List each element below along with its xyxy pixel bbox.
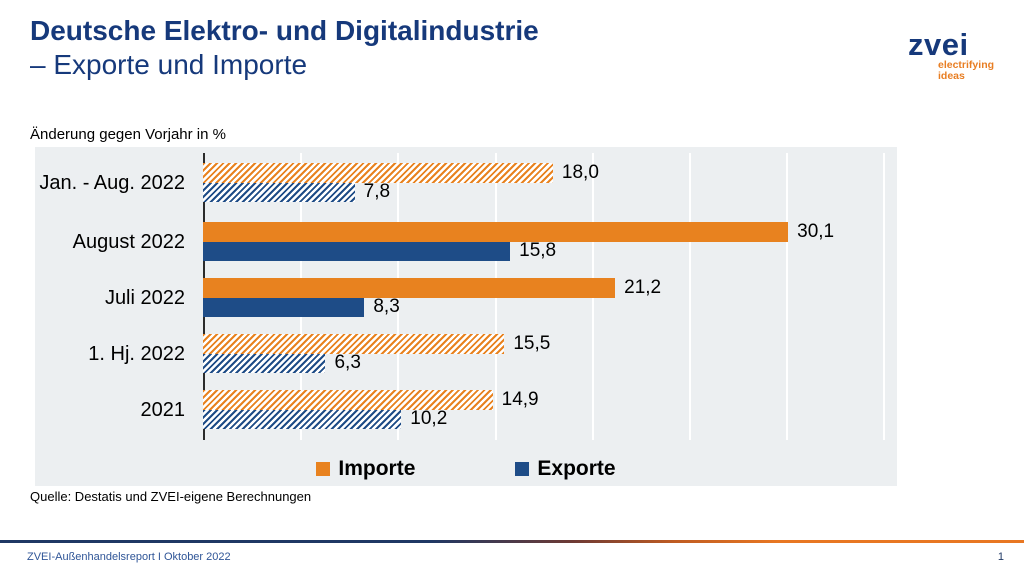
bar-exporte (203, 353, 326, 373)
category-label: 1. Hj. 2022 (88, 342, 185, 365)
bar-value-label: 30,1 (797, 220, 835, 242)
bar-importe (203, 163, 553, 183)
legend-label-exporte: Exporte (537, 457, 616, 480)
bar-value-label: 21,2 (624, 276, 662, 298)
category-label: 2021 (140, 398, 186, 421)
category-label: August 2022 (72, 230, 185, 253)
bar-exporte (203, 409, 402, 429)
legend-item-importe: Importe (316, 457, 415, 481)
bar-value-label: 6,3 (334, 352, 361, 374)
zvei-tagline-line2: ideas (938, 70, 965, 82)
bar-importe (203, 390, 493, 410)
category-label: Jan. - Aug. 2022 (39, 171, 185, 194)
bar-exporte (203, 241, 511, 261)
zvei-tagline-line1: electrifying (938, 59, 995, 71)
source-note: Quelle: Destatis und ZVEI-eigene Berechn… (30, 489, 312, 504)
category-label: Juli 2022 (104, 286, 185, 309)
bar-importe (203, 222, 789, 242)
zvei-logo: zvei electrifying ideas (908, 27, 1008, 82)
legend-label-importe: Importe (338, 457, 416, 480)
gridline-30 (786, 153, 789, 440)
bar-importe (203, 334, 505, 354)
gridline-35 (883, 153, 886, 440)
bar-value-label: 14,9 (501, 388, 539, 410)
bar-value-label: 18,0 (561, 161, 599, 183)
bar-exporte (203, 182, 355, 202)
bar-exporte (203, 297, 365, 317)
bar-value-label: 15,8 (519, 240, 557, 262)
legend-swatch-importe (316, 462, 331, 476)
legend-swatch-exporte (515, 462, 530, 476)
footer-divider-line (0, 540, 1024, 543)
bar-value-label: 15,5 (513, 332, 551, 354)
bar-chart-plot-area: Importe Exporte Jan. - Aug. 2022 18,0 7,8 A… (35, 147, 897, 486)
chart-legend: Importe Exporte (35, 457, 897, 481)
bar-value-label: 7,8 (363, 181, 391, 203)
page-number: 1 (997, 551, 1004, 563)
bar-value-label: 10,2 (410, 408, 448, 430)
slide-title-line2: – Exporte und Importe (30, 49, 308, 80)
zvei-logo-tagline: electrifying ideas (938, 60, 1008, 82)
zvei-logo-wordmark: zvei (908, 27, 969, 62)
footer-report-label: ZVEI-Außenhandelsreport I Oktober 2022 (27, 551, 231, 563)
gridline-25 (689, 153, 691, 440)
bar-importe (203, 278, 616, 298)
bar-value-label: 8,3 (373, 296, 400, 318)
slide-title: Deutsche Elektro- und Digitalindustrie –… (30, 14, 539, 82)
chart-axis-caption: Änderung gegen Vorjahr in % (30, 126, 226, 143)
legend-item-exporte: Exporte (515, 457, 616, 481)
slide-title-line1: Deutsche Elektro- und Digitalindustrie (30, 15, 539, 46)
